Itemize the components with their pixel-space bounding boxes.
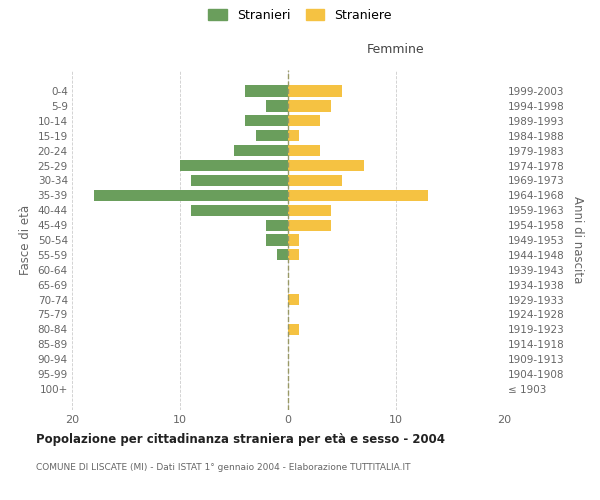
Bar	[191, 175, 288, 186]
Bar	[277, 250, 288, 260]
Y-axis label: Anni di nascita: Anni di nascita	[571, 196, 584, 284]
Bar	[288, 175, 342, 186]
Bar	[245, 86, 288, 96]
Bar	[288, 294, 299, 305]
Bar	[288, 324, 299, 335]
Text: Popolazione per cittadinanza straniera per età e sesso - 2004: Popolazione per cittadinanza straniera p…	[36, 432, 445, 446]
Bar	[288, 204, 331, 216]
Text: COMUNE DI LISCATE (MI) - Dati ISTAT 1° gennaio 2004 - Elaborazione TUTTITALIA.IT: COMUNE DI LISCATE (MI) - Dati ISTAT 1° g…	[36, 462, 410, 471]
Text: Femmine: Femmine	[367, 44, 425, 57]
Bar	[288, 100, 331, 112]
Bar	[180, 160, 288, 171]
Bar	[288, 220, 331, 230]
Y-axis label: Fasce di età: Fasce di età	[19, 205, 32, 275]
Bar	[266, 220, 288, 230]
Bar	[288, 86, 342, 96]
Bar	[288, 145, 320, 156]
Bar	[288, 160, 364, 171]
Bar	[256, 130, 288, 141]
Bar	[266, 100, 288, 112]
Bar	[234, 145, 288, 156]
Bar	[94, 190, 288, 201]
Bar	[288, 250, 299, 260]
Bar	[288, 190, 428, 201]
Bar	[266, 234, 288, 246]
Bar	[288, 234, 299, 246]
Legend: Stranieri, Straniere: Stranieri, Straniere	[208, 8, 392, 22]
Bar	[245, 115, 288, 126]
Bar	[191, 204, 288, 216]
Bar	[288, 130, 299, 141]
Bar	[288, 115, 320, 126]
